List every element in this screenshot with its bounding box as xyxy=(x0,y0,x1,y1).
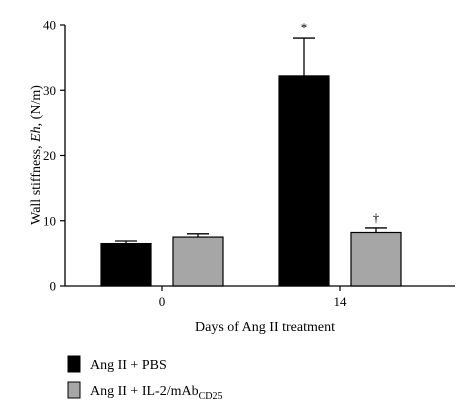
x-tick-label-1: 14 xyxy=(334,294,348,309)
y-axis-title-prefix: Wall stiffness, xyxy=(29,142,44,225)
y-tick-label-3: 30 xyxy=(43,83,56,98)
y-tick-label-0: 0 xyxy=(50,279,57,294)
annotation-1: † xyxy=(373,210,380,225)
tick-labels: 0 10 20 30 40 0 14 xyxy=(43,18,347,310)
bar-0-0 xyxy=(100,242,152,287)
y-tick-label-1: 10 xyxy=(43,213,56,228)
y-axis-title: Wall stiffness, Eh, (N/m) xyxy=(29,85,44,225)
legend-label-subscript-1: CD25 xyxy=(199,391,223,402)
y-tick-label-4: 40 xyxy=(43,18,56,33)
legend-label-0: Ang II + PBS xyxy=(90,358,167,373)
x-tick-label-0: 0 xyxy=(159,294,166,309)
bars: *† xyxy=(100,20,402,287)
legend-swatch-0 xyxy=(67,355,81,373)
legend-label-text-0: Ang II + PBS xyxy=(90,358,167,373)
annotation-0: * xyxy=(301,20,308,35)
bar-0-1 xyxy=(172,236,224,287)
bar-1-1 xyxy=(350,231,402,287)
y-axis-title-suffix: , (N/m) xyxy=(29,85,44,127)
legend-label-1: Ang II + IL-2/mAbCD25 xyxy=(90,384,223,402)
y-axis-title-italic: Eh xyxy=(29,126,44,143)
legend: Ang II + PBS Ang II + IL-2/mAbCD25 xyxy=(67,355,223,402)
bar-1-0 xyxy=(278,75,330,287)
x-axis-title: Days of Ang II treatment xyxy=(195,320,335,335)
y-tick-label-2: 20 xyxy=(43,148,56,163)
legend-swatch-1 xyxy=(67,381,81,399)
legend-label-text-1: Ang II + IL-2/mAb xyxy=(90,384,199,399)
